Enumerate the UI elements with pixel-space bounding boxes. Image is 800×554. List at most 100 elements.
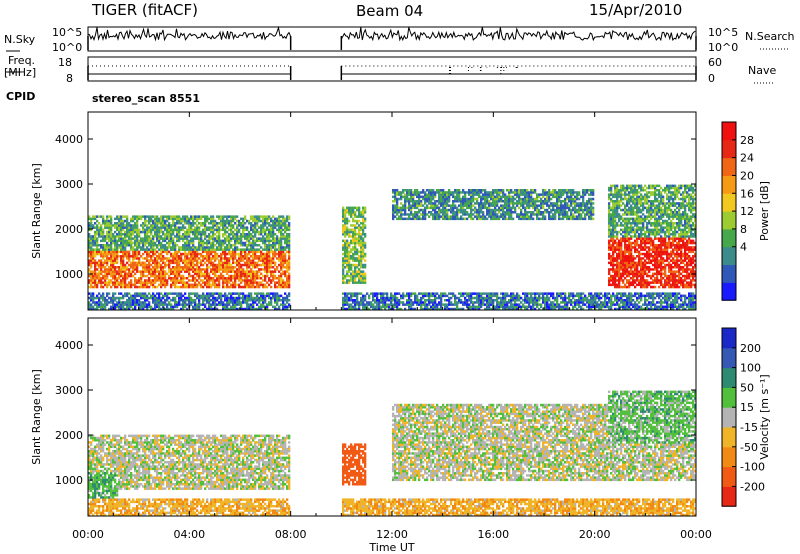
- power-cell: [174, 296, 177, 300]
- power-cell: [538, 204, 541, 207]
- power-cell: [410, 294, 413, 298]
- power-cell: [480, 195, 483, 199]
- power-cell: [134, 301, 137, 304]
- power-cell: [244, 272, 247, 276]
- power-cell: [404, 200, 407, 203]
- power-cell: [482, 195, 485, 199]
- power-cell: [138, 263, 141, 267]
- power-cell: [502, 301, 505, 304]
- power-cell: [246, 259, 249, 262]
- power-cell: [526, 307, 529, 311]
- power-cell: [184, 215, 187, 218]
- power-cell: [148, 226, 151, 229]
- power-cell: [162, 222, 165, 225]
- power-cell: [362, 224, 365, 227]
- power-cell: [244, 217, 247, 221]
- power-cell: [230, 266, 233, 269]
- power-cell: [270, 301, 273, 304]
- power-cell: [538, 213, 541, 216]
- power-cell: [194, 285, 197, 289]
- power-cell: [178, 233, 181, 236]
- power-cell: [110, 281, 113, 284]
- power-cell: [454, 303, 457, 306]
- power-cell: [122, 294, 125, 298]
- power-cell: [210, 228, 213, 232]
- power-cell: [110, 248, 113, 251]
- power-cell: [448, 292, 451, 295]
- power-cell: [480, 200, 483, 203]
- power-cell: [140, 296, 143, 300]
- power-cell: [140, 279, 143, 282]
- power-cell: [536, 301, 539, 304]
- power-cell: [248, 272, 251, 276]
- power-cell: [180, 285, 183, 289]
- power-cell: [130, 303, 133, 306]
- power-cell: [142, 305, 145, 309]
- power-cell: [120, 241, 123, 245]
- power-cell: [236, 226, 239, 229]
- power-cell: [348, 263, 351, 267]
- power-cell: [228, 248, 231, 251]
- power-cell: [98, 277, 101, 280]
- power-cell: [458, 197, 461, 201]
- power-cell: [184, 259, 187, 262]
- power-cell: [422, 211, 425, 214]
- power-cell: [208, 307, 211, 311]
- power-cell: [426, 303, 429, 306]
- power-cell: [264, 266, 267, 269]
- power-cell: [434, 195, 437, 199]
- power-cell: [196, 266, 199, 269]
- power-cell: [116, 239, 119, 243]
- power-cell: [270, 266, 273, 269]
- power-cell: [96, 274, 99, 278]
- power-cell: [392, 305, 395, 309]
- power-cell: [192, 224, 195, 227]
- power-cell: [180, 228, 183, 232]
- power-cell: [408, 305, 411, 309]
- power-cell: [288, 246, 291, 249]
- power-cell: [284, 230, 287, 234]
- power-cell: [276, 268, 279, 271]
- power-cell: [400, 296, 403, 300]
- power-cell: [428, 189, 431, 192]
- power-cell: [470, 296, 473, 300]
- power-cell: [362, 219, 365, 223]
- power-cell: [130, 230, 133, 234]
- power-cell: [244, 250, 247, 254]
- power-cell: [354, 279, 357, 282]
- power-cell: [268, 244, 271, 247]
- power-cell: [418, 204, 421, 207]
- power-cell: [140, 248, 143, 251]
- power-cell: [104, 281, 107, 284]
- power-cell: [502, 307, 505, 311]
- power-cell: [438, 301, 441, 304]
- power-cell: [160, 274, 163, 278]
- power-cell: [422, 303, 425, 306]
- power-cell: [154, 257, 157, 260]
- power-cell: [136, 263, 139, 267]
- power-cell: [438, 206, 441, 210]
- power-cell: [110, 215, 113, 218]
- power-cell: [346, 230, 349, 234]
- power-cell: [428, 200, 431, 203]
- power-cell: [246, 279, 249, 282]
- power-cell: [112, 305, 115, 309]
- power-cell: [124, 268, 127, 271]
- power-cell: [246, 307, 249, 311]
- power-cell: [164, 222, 167, 225]
- power-cell: [170, 270, 173, 273]
- power-cell: [184, 285, 187, 289]
- power-cell: [362, 228, 365, 232]
- power-cell: [134, 283, 137, 287]
- power-cell: [258, 307, 261, 311]
- power-cell: [362, 263, 365, 267]
- power-cell: [150, 281, 153, 284]
- power-cell: [126, 307, 129, 311]
- power-cell: [170, 299, 173, 302]
- power-cell: [90, 294, 93, 298]
- power-cell: [218, 239, 221, 243]
- power-cell: [134, 261, 137, 265]
- power-cell: [100, 303, 103, 306]
- power-cell: [172, 224, 175, 227]
- power-cell: [358, 224, 361, 227]
